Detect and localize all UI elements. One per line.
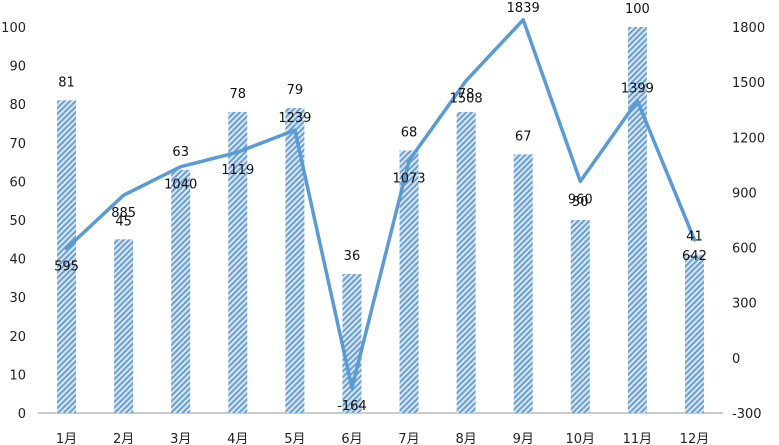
bar — [342, 274, 362, 413]
bars-layer — [57, 27, 704, 414]
y-right-tick-label: 600 — [732, 242, 757, 257]
y-left-tick-label: 100 — [1, 21, 26, 36]
y-right-tick-label: 1200 — [732, 131, 765, 146]
bar — [399, 150, 419, 413]
line-data-label: 1119 — [221, 163, 254, 178]
x-category-label: 5月 — [284, 432, 305, 445]
bar-data-label: 68 — [401, 126, 418, 141]
line-data-label: 960 — [568, 192, 593, 207]
x-category-label: 7月 — [398, 432, 419, 445]
y-left-tick-label: 90 — [9, 60, 26, 75]
line-data-label: 1040 — [164, 178, 197, 193]
y-right-tick-label: 900 — [732, 186, 757, 201]
bar-data-label: 45 — [115, 214, 132, 229]
x-category-label: 8月 — [455, 432, 476, 445]
bar — [684, 254, 704, 413]
bar — [228, 111, 248, 414]
y-left-tick-label: 0 — [18, 407, 26, 422]
labels-layer: 81 45 63 78 79 36 68 78 67 50 100 41 595 885 1040 1119 1… — [54, 1, 707, 414]
bar — [513, 154, 533, 413]
line-data-label: 1508 — [450, 92, 483, 107]
line-data-label: 885 — [111, 206, 136, 221]
bar-data-label: 41 — [686, 230, 703, 245]
line-data-label: 642 — [682, 249, 707, 264]
bar — [57, 100, 77, 413]
y-left-tick-label: 70 — [9, 137, 26, 152]
bar — [285, 108, 305, 413]
bar — [570, 220, 590, 413]
bar — [114, 239, 134, 413]
line-series — [64, 18, 697, 390]
y-right-tick-label: 1500 — [732, 76, 765, 91]
bar-data-label: 81 — [58, 75, 75, 90]
bar — [171, 169, 191, 413]
bar-data-label: 78 — [458, 87, 475, 102]
axes-layer: 0 10 20 30 40 50 60 70 80 90 100 -300 0 300 600 900 1200… — [1, 21, 765, 445]
y-left-tick-label: 50 — [9, 214, 26, 229]
x-category-label: 12月 — [680, 432, 710, 445]
bar-data-label: 36 — [344, 249, 361, 264]
y-right-tick-label: -300 — [732, 407, 762, 422]
bar-data-label: 63 — [172, 145, 189, 160]
y-left-tick-label: 80 — [9, 98, 26, 113]
y-left-tick-label: 10 — [9, 368, 26, 383]
y-left-tick-label: 40 — [9, 253, 26, 268]
bar-data-label: 50 — [572, 195, 589, 210]
bar — [627, 27, 647, 413]
x-category-label: 9月 — [513, 432, 534, 445]
x-category-label: 4月 — [227, 432, 248, 445]
bar — [456, 111, 476, 414]
line-layer — [64, 18, 697, 390]
bar-data-label: 79 — [287, 83, 304, 98]
line-data-label: -164 — [337, 399, 367, 414]
y-right-tick-label: 1800 — [732, 21, 765, 36]
x-category-label: 10月 — [566, 432, 596, 445]
x-category-label: 3月 — [170, 432, 191, 445]
x-category-label: 1月 — [56, 432, 77, 445]
line-data-label: 1839 — [507, 1, 540, 16]
bar-data-label: 100 — [625, 2, 650, 17]
line-data-label: 1073 — [392, 172, 425, 187]
y-left-tick-label: 60 — [9, 175, 26, 190]
x-category-label: 11月 — [623, 432, 653, 445]
y-left-tick-label: 20 — [9, 330, 26, 345]
bar-data-label: 78 — [230, 87, 247, 102]
line-data-label: 1399 — [621, 82, 654, 97]
x-category-label: 6月 — [341, 432, 362, 445]
y-right-tick-label: 300 — [732, 297, 757, 312]
line-data-label: 1239 — [278, 111, 311, 126]
y-right-tick-label: 0 — [732, 352, 740, 367]
x-category-label: 2月 — [113, 432, 134, 445]
bar-data-label: 67 — [515, 129, 532, 144]
line-data-label: 595 — [54, 259, 79, 274]
y-left-tick-label: 30 — [9, 291, 26, 306]
